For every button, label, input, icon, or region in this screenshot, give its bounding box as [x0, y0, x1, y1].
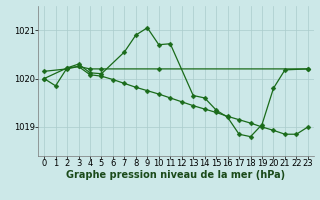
- X-axis label: Graphe pression niveau de la mer (hPa): Graphe pression niveau de la mer (hPa): [67, 170, 285, 180]
